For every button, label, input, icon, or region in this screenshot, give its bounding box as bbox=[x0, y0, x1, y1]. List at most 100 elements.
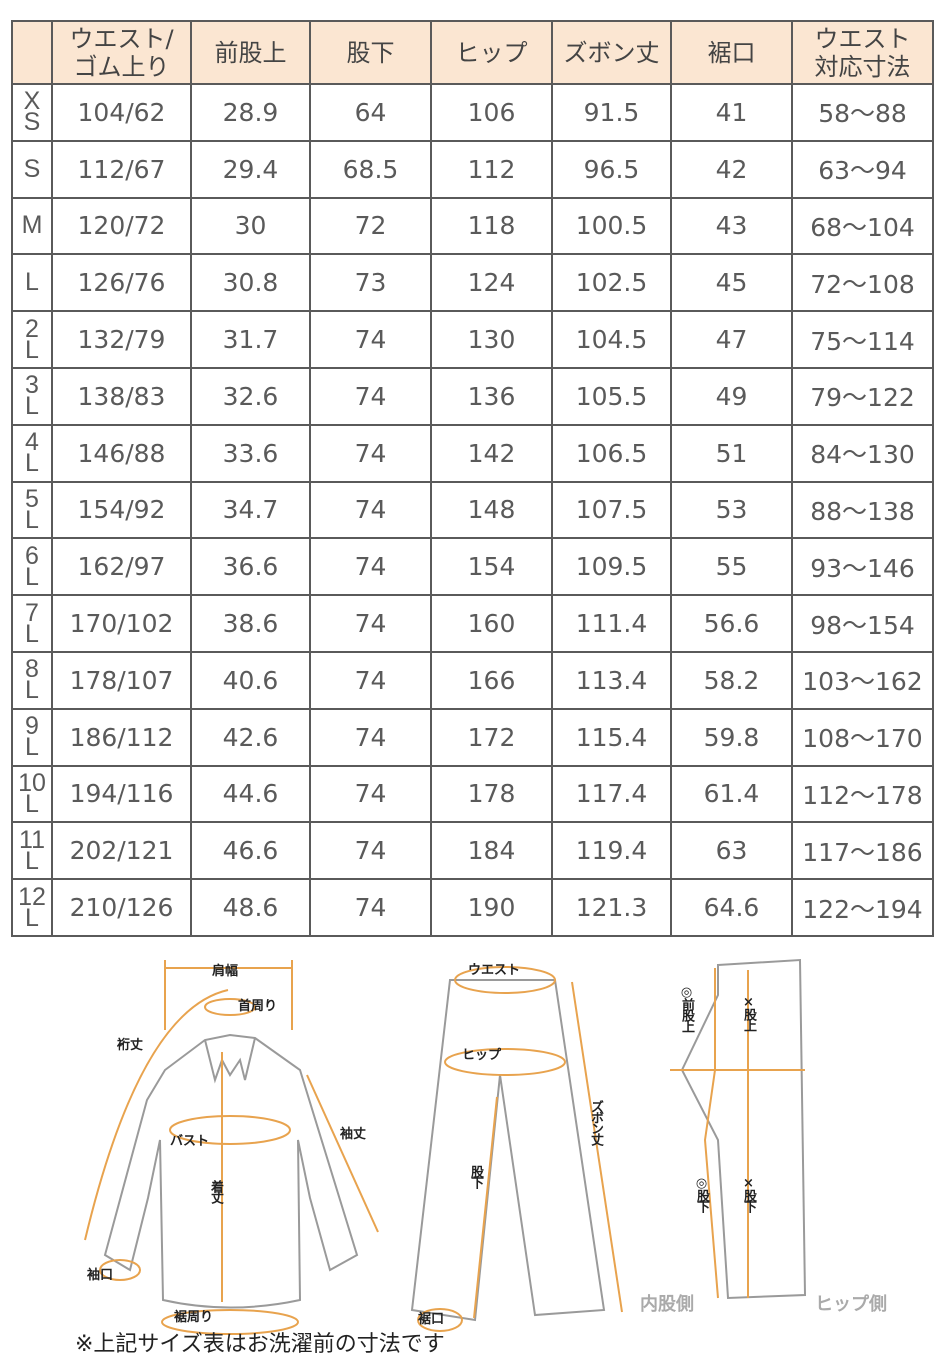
table-row: 7 L 170/102 38.6 74 160 111.4 56.6 98～154 bbox=[11, 594, 934, 653]
table-header-row: ウエスト/ ゴム上り 前股上 股下 ヒップ ズボン丈 裾口 ウエスト 対応寸法 bbox=[11, 20, 934, 85]
table-cell: 79～122 bbox=[791, 366, 934, 426]
table-cell: 74 bbox=[309, 821, 432, 881]
label-neck: 首周り bbox=[238, 999, 278, 1014]
table-cell: 112 bbox=[430, 139, 553, 199]
header-7: ウエスト 対応寸法 bbox=[791, 20, 934, 85]
label-front-rise-ok: ◎前股上 bbox=[679, 985, 694, 1031]
table-row: M 120/72 30 72 118 100.5 43 68～104 bbox=[11, 196, 934, 256]
table-cell: 41 bbox=[670, 83, 793, 142]
table-cell: 74 bbox=[309, 480, 432, 540]
table-row: 6 L 162/97 36.6 74 154 109.5 55 93～146 bbox=[11, 537, 934, 597]
size-label-part: L bbox=[25, 733, 39, 762]
table-cell: 154/92 bbox=[51, 480, 192, 540]
size-label-part: L bbox=[25, 562, 39, 591]
table-cell: 64.6 bbox=[670, 878, 793, 937]
table-cell: 136 bbox=[430, 366, 553, 426]
side-pants-outline bbox=[680, 958, 807, 1300]
size-label-part: 11 bbox=[19, 825, 45, 854]
table-cell: 178 bbox=[430, 764, 553, 824]
header-4: ヒップ bbox=[430, 20, 553, 85]
table-cell: 88～138 bbox=[791, 480, 934, 540]
table-cell: 74 bbox=[309, 366, 432, 426]
label-pants-length: ズボン丈 bbox=[588, 1100, 603, 1144]
label-inseam-ng: ×股下 bbox=[741, 1176, 756, 1211]
table-cell: 142 bbox=[430, 423, 553, 483]
table-cell: 126/76 bbox=[51, 253, 192, 313]
label-inseam: 股下 bbox=[468, 1165, 483, 1187]
table-cell: 63～94 bbox=[791, 139, 934, 199]
table-row: X S 104/62 28.9 64 106 91.5 41 58～88 bbox=[11, 83, 934, 142]
label-pants-hem: 裾口 bbox=[418, 1312, 445, 1327]
table-cell: 210/126 bbox=[51, 878, 192, 937]
label-rise-ng: ×股上 bbox=[741, 995, 756, 1030]
label-length: 着丈 bbox=[208, 1180, 223, 1202]
label-shoulder-width: 肩幅 bbox=[212, 964, 239, 979]
table-cell: 74 bbox=[309, 650, 432, 710]
table-cell: 74 bbox=[309, 878, 432, 937]
table-cell: 172 bbox=[430, 707, 553, 767]
table-cell: 58.2 bbox=[670, 650, 793, 710]
table-cell: 74 bbox=[309, 764, 432, 824]
size-label-part: L bbox=[25, 335, 39, 364]
table-cell: 113.4 bbox=[551, 650, 672, 710]
size-label-part: L bbox=[25, 676, 39, 705]
table-row: 12 L 210/126 48.6 74 190 121.3 64.6 122～194 bbox=[11, 878, 934, 937]
label-hip: ヒップ bbox=[462, 1048, 502, 1063]
table-cell: 105.5 bbox=[551, 366, 672, 426]
table-cell: 102.5 bbox=[551, 253, 672, 313]
table-row: 8 L 178/107 40.6 74 166 113.4 58.2 103～162 bbox=[11, 650, 934, 710]
table-cell: 160 bbox=[430, 594, 553, 653]
size-label-part: L bbox=[25, 268, 39, 297]
table-cell: 45 bbox=[670, 253, 793, 313]
table-cell: 47 bbox=[670, 310, 793, 369]
table-cell: 74 bbox=[309, 423, 432, 483]
table-cell: 115.4 bbox=[551, 707, 672, 767]
table-cell: 68～104 bbox=[791, 196, 934, 256]
table-cell: 30.8 bbox=[190, 253, 311, 313]
table-cell: 74 bbox=[309, 537, 432, 597]
table-cell: 190 bbox=[430, 878, 553, 937]
table-cell: 109.5 bbox=[551, 537, 672, 597]
measure-lines bbox=[84, 960, 805, 1335]
table-cell: 32.6 bbox=[190, 366, 311, 426]
table-cell: 64 bbox=[309, 83, 432, 142]
label-sleeve: 袖丈 bbox=[340, 1127, 367, 1142]
table-cell: 154 bbox=[430, 537, 553, 597]
table-cell: 43 bbox=[670, 196, 793, 256]
table-cell: 30 bbox=[190, 196, 311, 256]
size-label-part: 5 bbox=[25, 484, 39, 513]
size-label: 12 L bbox=[11, 878, 53, 937]
table-cell: 106.5 bbox=[551, 423, 672, 483]
table-cell: 121.3 bbox=[551, 878, 672, 937]
table-row: 9 L 186/112 42.6 74 172 115.4 59.8 108～170 bbox=[11, 707, 934, 767]
table-cell: 124 bbox=[430, 253, 553, 313]
table-cell: 48.6 bbox=[190, 878, 311, 937]
table-cell: 55 bbox=[670, 537, 793, 597]
table-cell: 112/67 bbox=[51, 139, 192, 199]
table-cell: 132/79 bbox=[51, 310, 192, 369]
table-cell: 148 bbox=[430, 480, 553, 540]
table-cell: 31.7 bbox=[190, 310, 311, 369]
table-cell: 106 bbox=[430, 83, 553, 142]
label-hem: 裾周り bbox=[174, 1310, 214, 1325]
table-cell: 202/121 bbox=[51, 821, 192, 881]
table-cell: 49 bbox=[670, 366, 793, 426]
table-cell: 73 bbox=[309, 253, 432, 313]
size-label-part: 7 bbox=[25, 598, 39, 627]
size-label-part: 6 bbox=[25, 541, 39, 570]
table-cell: 46.6 bbox=[190, 821, 311, 881]
table-cell: 28.9 bbox=[190, 83, 311, 142]
size-label-part: X bbox=[23, 87, 41, 116]
table-cell: 104/62 bbox=[51, 83, 192, 142]
table-cell: 42.6 bbox=[190, 707, 311, 767]
size-label: 11 L bbox=[11, 821, 53, 881]
size-label-part: L bbox=[25, 449, 39, 478]
size-label-part: 3 bbox=[25, 371, 39, 400]
